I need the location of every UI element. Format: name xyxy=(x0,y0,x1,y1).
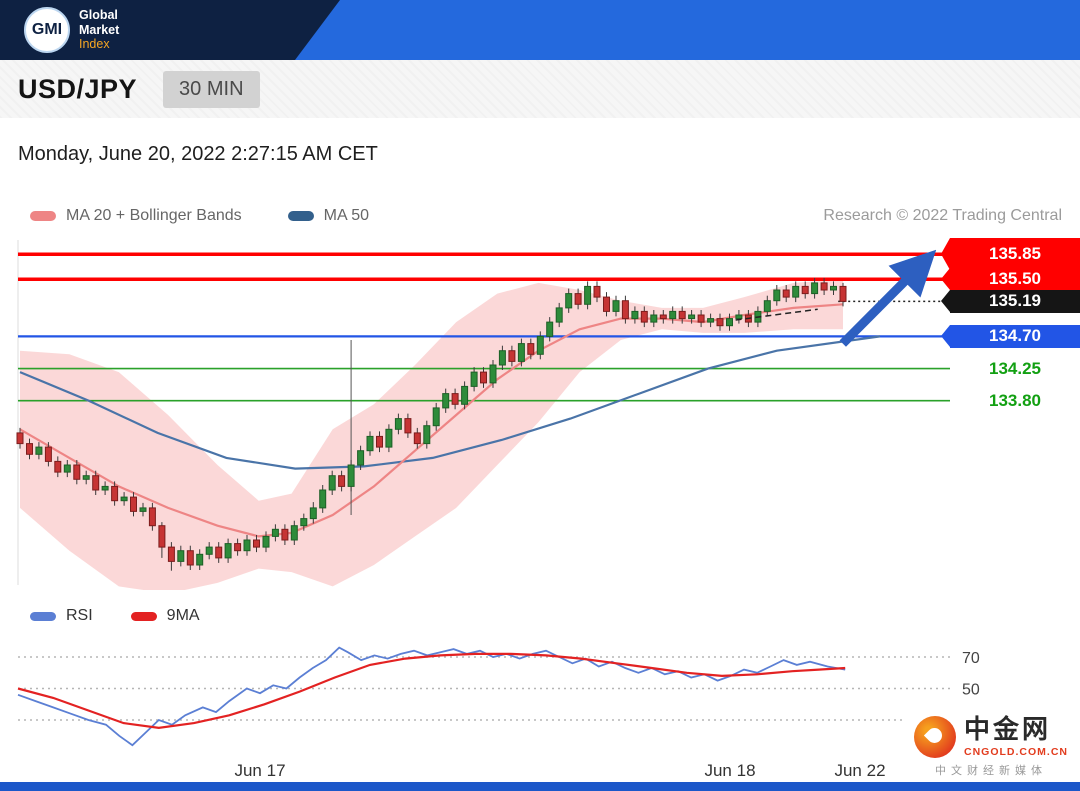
interval-badge: 30 MIN xyxy=(163,70,260,108)
title-strip: USD/JPY 30 MIN xyxy=(0,60,1080,118)
banner-blue-panel xyxy=(295,0,1080,60)
svg-text:50: 50 xyxy=(962,682,980,699)
research-credit: Research © 2022 Trading Central xyxy=(823,207,1062,224)
cngold-tagline: 中文财经新媒体 xyxy=(935,765,1047,777)
ma50-legend-swatch-icon xyxy=(287,211,314,221)
svg-text:70: 70 xyxy=(962,650,980,667)
top-banner: GMI Global Market Index xyxy=(0,0,1080,60)
gmi-logo[interactable]: GMI xyxy=(24,7,70,53)
timestamp: Monday, June 20, 2022 2:27:15 AM CET xyxy=(18,143,378,165)
brand-line-index: Index xyxy=(79,37,110,52)
rsi-ma-legend-label: 9MA xyxy=(166,607,200,624)
price-legend: MA 20 + Bollinger Bands MA 50 Research ©… xyxy=(0,206,1080,226)
rsi-legend-swatch-icon xyxy=(30,611,56,621)
price-level-label: 135.85 xyxy=(941,238,1080,271)
price-level-label: 134.25 xyxy=(989,358,1041,378)
price-level-label: 135.50 xyxy=(941,267,1080,291)
ma20-legend-label: MA 20 + Bollinger Bands xyxy=(66,207,242,224)
price-level-label: 134.70 xyxy=(941,324,1080,348)
price-level-label: 133.80 xyxy=(989,390,1041,410)
brand-line-global: Global xyxy=(79,7,118,22)
ma20-legend-swatch-icon xyxy=(30,211,56,221)
cngold-watermark[interactable]: 中金网 CNGOLD.COM.CN 中文财经新媒体 xyxy=(906,713,1076,780)
x-axis-label: Jun 17 xyxy=(234,761,286,780)
candlestick-chart xyxy=(16,240,950,590)
brand-text: Global Market Index xyxy=(79,8,119,52)
ma50-legend-label: MA 50 xyxy=(323,207,370,224)
cngold-domain: CNGOLD.COM.CN xyxy=(964,745,1068,758)
cngold-name: 中金网 xyxy=(964,714,1052,745)
brand-line-market: Market xyxy=(79,22,120,37)
rsi-ma-legend-swatch-icon xyxy=(130,611,157,621)
rsi-legend: RSI 9MA xyxy=(0,606,1080,626)
footer-bar xyxy=(0,782,1080,791)
x-axis: Jun 17 Jun 18 Jun 22 xyxy=(0,759,1080,785)
x-axis-label: Jun 22 xyxy=(834,761,886,780)
cngold-logo-icon xyxy=(914,716,956,758)
price-level-label: 135.19 xyxy=(941,289,1080,313)
gmi-logo-text: GMI xyxy=(31,21,63,38)
price-level-labels: 135.85 135.50 135.19 134.70 134.25 133.80 xyxy=(941,238,1080,590)
rsi-legend-label: RSI xyxy=(66,607,93,624)
x-axis-label: Jun 18 xyxy=(704,761,756,780)
pair-title: USD/JPY xyxy=(18,73,138,104)
price-chart: 135.85 135.50 135.19 134.70 134.25 133.80 xyxy=(0,238,1080,590)
